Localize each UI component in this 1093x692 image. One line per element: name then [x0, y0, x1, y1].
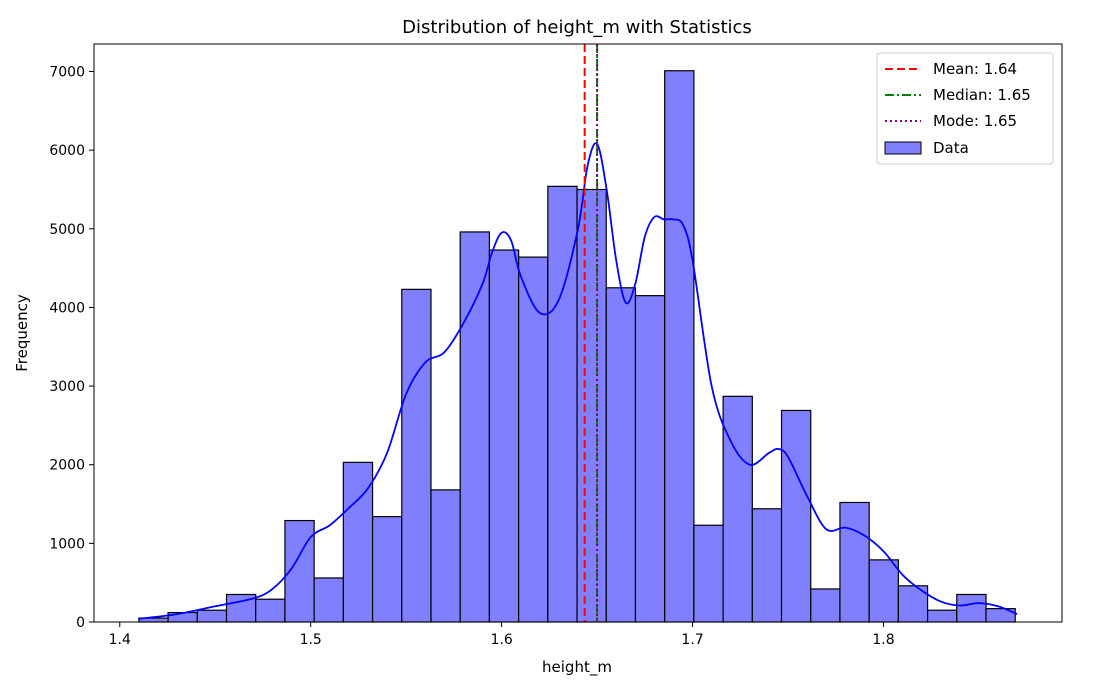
histogram-bar	[693, 524, 724, 623]
y-tick-label: 2000	[49, 458, 85, 474]
histogram-bar	[722, 395, 753, 623]
x-tick-label: 1.7	[681, 632, 703, 648]
histogram-bar	[634, 295, 666, 623]
y-tick-label: 3000	[49, 379, 85, 395]
kde-line	[138, 142, 1018, 620]
histogram-bar	[342, 461, 374, 623]
y-tick-label: 4000	[49, 300, 85, 316]
legend: Mean: 1.64 Median: 1.65 Mode: 1.65 Data	[876, 52, 1054, 165]
legend-entry-mean: Mean: 1.64	[933, 60, 1017, 78]
histogram-bar	[605, 287, 637, 623]
histogram-bar	[664, 70, 695, 623]
x-tick-label: 1.8	[872, 632, 894, 648]
legend-box	[876, 52, 1054, 165]
legend-entry-median: Median: 1.65	[933, 86, 1031, 104]
y-tick-label: 7000	[49, 65, 85, 81]
histogram-bar	[897, 585, 929, 623]
x-axis-label: height_m	[542, 658, 612, 677]
axes-frame	[93, 43, 1063, 623]
histogram-bar	[255, 598, 286, 623]
y-tick-label: 6000	[49, 143, 85, 159]
histogram-bar	[810, 588, 841, 623]
histogram-bar	[459, 231, 491, 623]
bars-group	[138, 70, 1016, 623]
histogram-bar	[839, 501, 870, 623]
histogram-bar	[780, 409, 812, 623]
histogram-bar	[926, 609, 958, 623]
legend-entry-data: Data	[933, 139, 969, 157]
x-tick-label: 1.4	[109, 632, 131, 648]
stat-lines-group	[583, 44, 599, 622]
histogram-bar	[313, 577, 344, 623]
y-axis-label: Frequency	[13, 294, 31, 372]
histogram-bar	[488, 249, 520, 623]
histogram-bar	[868, 559, 899, 623]
y-tick-label: 1000	[49, 536, 85, 552]
histogram-bar	[576, 188, 607, 623]
x-tick-label: 1.5	[300, 632, 322, 648]
y-axis-ticks: 0 1000 2000 3000 4000 5000 6000 7000	[49, 65, 94, 631]
histogram-bar	[518, 256, 549, 623]
histogram-bar	[430, 489, 461, 623]
histogram-bar	[956, 593, 987, 623]
histogram-bar	[196, 609, 228, 623]
x-axis-ticks: 1.4 1.5 1.6 1.7 1.8	[109, 622, 895, 648]
legend-swatch-data	[884, 141, 922, 155]
histogram-bar	[547, 185, 578, 623]
histogram-bar	[371, 516, 403, 623]
kde-group	[138, 142, 1018, 620]
histogram-bar	[751, 508, 783, 623]
y-tick-label: 0	[76, 615, 85, 631]
chart-title: Distribution of height_m with Statistics	[402, 17, 752, 38]
x-tick-label: 1.6	[490, 632, 512, 648]
y-tick-label: 5000	[49, 222, 85, 238]
legend-entry-mode: Mode: 1.65	[933, 112, 1017, 130]
histogram-bar	[401, 288, 432, 623]
